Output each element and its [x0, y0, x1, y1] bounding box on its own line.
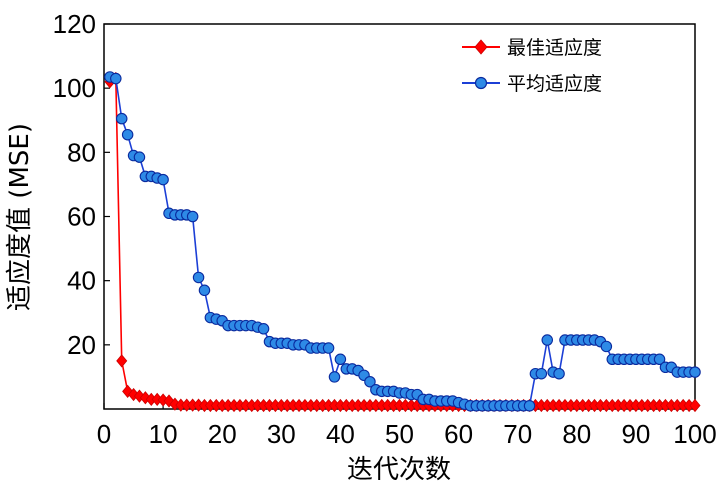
data-point: [121, 128, 134, 141]
x-tick-label: 0: [97, 419, 111, 449]
x-tick-label: 90: [621, 419, 650, 449]
series-line: [109, 77, 695, 407]
data-point: [334, 353, 347, 366]
x-tick-label: 60: [444, 419, 473, 449]
data-point: [653, 353, 666, 366]
data-point: [157, 173, 169, 186]
data-point: [689, 398, 701, 413]
x-tick-label: 10: [149, 419, 178, 449]
legend-marker-average: [474, 76, 488, 90]
legend-label-average: 平均适应度: [507, 73, 602, 95]
data-point: [116, 354, 128, 368]
y-tick-label: 60: [67, 202, 96, 232]
data-point: [364, 375, 376, 388]
data-point: [133, 389, 145, 403]
series-layer: [104, 71, 701, 413]
data-point: [192, 271, 205, 284]
y-tick-label: 120: [53, 9, 96, 39]
data-point: [535, 367, 548, 380]
x-tick-label: 80: [562, 419, 591, 449]
legend-label-best: 最佳适应度: [507, 37, 602, 59]
data-point: [186, 210, 199, 223]
data-point: [139, 391, 151, 405]
y-axis-title: 适应度值 (MSE): [5, 123, 35, 311]
x-tick-label: 20: [208, 419, 237, 449]
x-tick-label: 40: [326, 419, 355, 449]
data-point: [110, 72, 122, 85]
data-point: [257, 323, 270, 335]
y-tick-label: 80: [67, 137, 96, 167]
data-point: [541, 334, 553, 346]
y-tick-label: 20: [67, 330, 96, 360]
y-tick-label: 40: [67, 266, 96, 296]
data-point: [322, 342, 335, 354]
x-tick-label: 30: [267, 419, 296, 449]
x-axis-ticks: 0 10 20 30 40 50 60 70 80 90 100: [97, 403, 717, 449]
data-point: [328, 371, 341, 383]
data-point: [553, 367, 565, 380]
y-tick-label: 100: [53, 73, 96, 103]
legend: 最佳适应度 平均适应度: [462, 37, 602, 95]
data-point: [689, 366, 701, 378]
data-point: [198, 284, 211, 297]
data-point: [523, 400, 536, 412]
data-point: [128, 387, 140, 402]
y-axis-ticks: 20 40 60 80 100 120: [53, 9, 110, 360]
series-line: [109, 76, 695, 407]
x-tick-label: 100: [673, 419, 716, 449]
data-point: [133, 151, 146, 163]
x-axis-title: 迭代次数: [347, 455, 451, 485]
legend-marker-best: [474, 39, 488, 55]
series-average: [104, 71, 701, 412]
series-best: [104, 71, 701, 413]
x-tick-label: 70: [503, 419, 532, 449]
data-point: [115, 112, 128, 125]
data-point: [600, 340, 613, 353]
x-tick-label: 50: [385, 419, 414, 449]
